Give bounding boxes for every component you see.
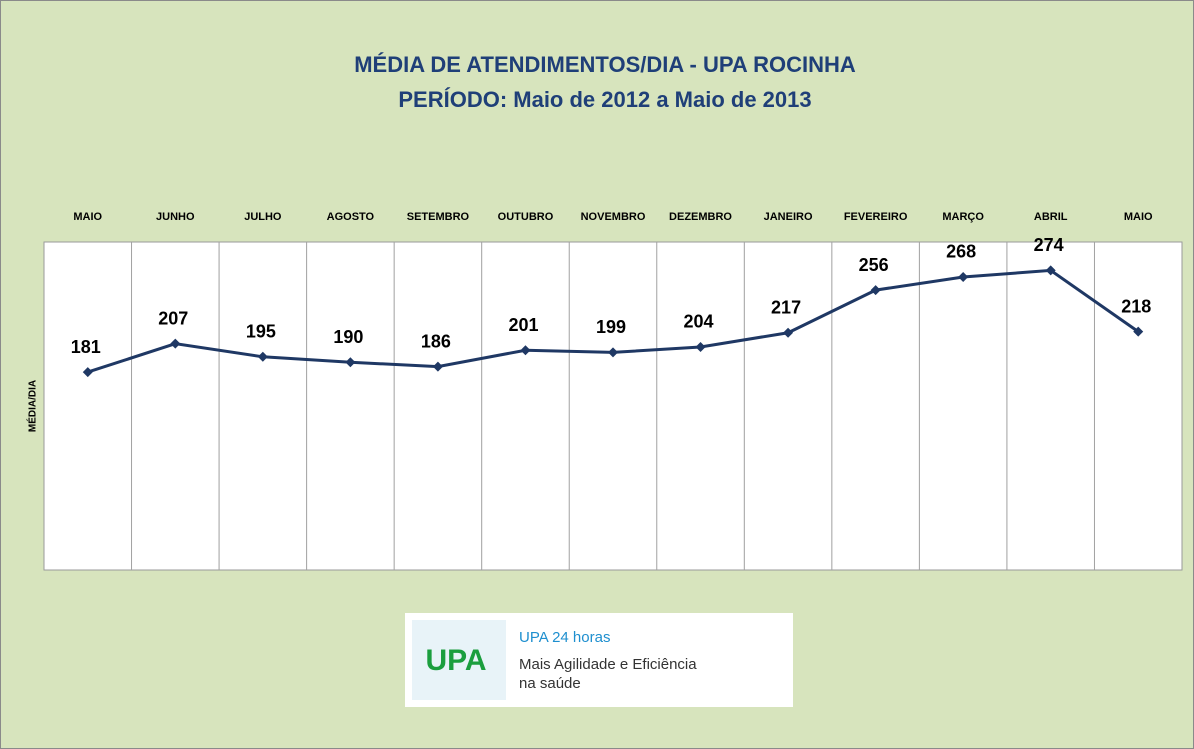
data-label: 207 — [158, 308, 188, 328]
marker — [170, 338, 181, 349]
data-label: 274 — [1034, 235, 1064, 255]
data-label: 190 — [333, 327, 363, 347]
data-label: 204 — [684, 312, 714, 332]
chart-subtitle: PERÍODO: Maio de 2012 a Maio de 2013 — [398, 87, 811, 112]
x-tick-label: DEZEMBRO — [669, 211, 732, 223]
x-tick-label: FEVEREIRO — [844, 211, 908, 223]
marker — [958, 271, 969, 282]
x-tick-label: AGOSTO — [327, 211, 375, 223]
x-tick-label: OUTUBRO — [498, 211, 554, 223]
data-label: 217 — [771, 297, 801, 317]
logo-mark: UPA — [425, 644, 486, 677]
y-axis-label: MÉDIA/DIA — [26, 380, 39, 432]
logo-badge — [412, 620, 506, 700]
data-label: 218 — [1121, 296, 1151, 316]
data-label: 195 — [246, 322, 276, 342]
logo-heading: UPA 24 horas — [519, 629, 610, 646]
marker — [82, 367, 93, 378]
marker — [345, 357, 356, 368]
plot-area — [43, 241, 1183, 571]
marker — [608, 347, 618, 358]
x-tick-label: MARÇO — [942, 211, 984, 223]
data-label: 201 — [508, 315, 538, 335]
marker — [783, 327, 794, 338]
marker — [870, 285, 881, 296]
marker — [432, 361, 443, 372]
x-tick-label: JULHO — [244, 211, 282, 223]
x-tick-label: MAIO — [73, 211, 102, 223]
data-label: 181 — [71, 337, 101, 357]
logo-text: Mais Agilidade e Eficiência — [519, 656, 697, 673]
marker — [1133, 326, 1144, 337]
data-label: 268 — [946, 242, 976, 262]
marker — [1045, 265, 1056, 276]
logo-text: na saúde — [519, 675, 581, 692]
marker — [695, 341, 706, 352]
x-tick-label: NOVEMBRO — [581, 211, 646, 223]
x-tick-label: JANEIRO — [764, 211, 813, 223]
marker — [257, 351, 268, 362]
marker — [520, 345, 531, 356]
data-label: 256 — [859, 255, 889, 275]
x-tick-label: JUNHO — [156, 211, 195, 223]
x-tick-label: SETEMBRO — [407, 211, 470, 223]
chart-title: MÉDIA DE ATENDIMENTOS/DIA - UPA ROCINHA — [354, 52, 856, 77]
data-label: 186 — [421, 331, 451, 351]
x-tick-label: MAIO — [1124, 211, 1153, 223]
x-tick-label: ABRIL — [1034, 211, 1068, 223]
data-label: 199 — [596, 317, 626, 337]
